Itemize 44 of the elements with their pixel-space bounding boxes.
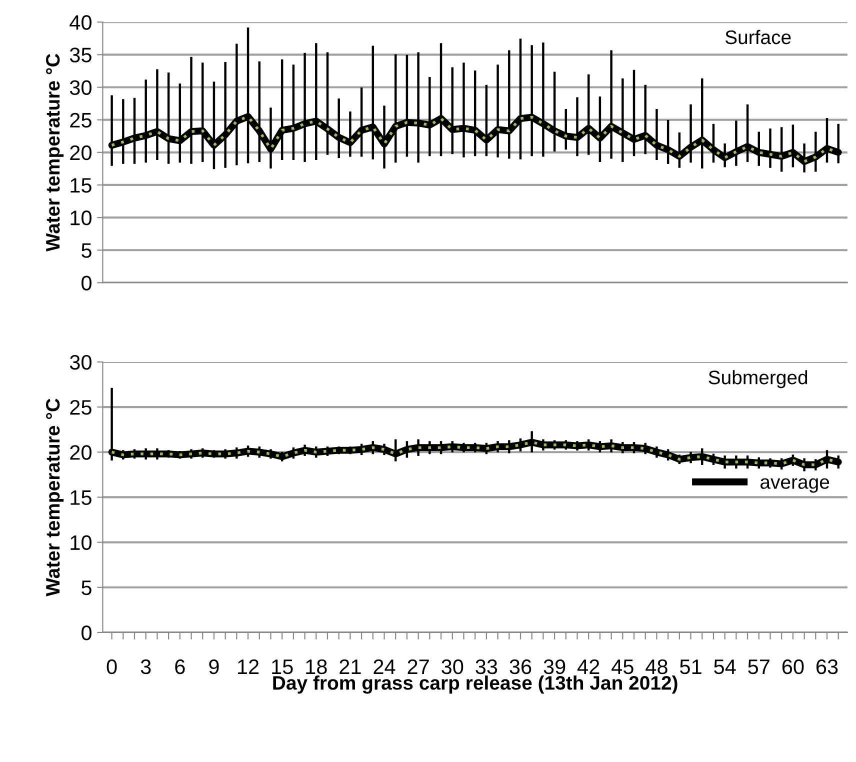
x-tick-label: 45 (612, 660, 634, 674)
x-axis-title: Day from grass carp release (13th Jan 2012) (273, 675, 678, 694)
y-tick-label: 15 (70, 490, 92, 505)
y-tick-label: 10 (70, 210, 92, 226)
y-tick-label: 35 (70, 48, 92, 62)
legend-label: average (760, 478, 830, 493)
y-tick-label: 20 (70, 445, 92, 460)
y-tick-label: 5 (82, 580, 92, 596)
chart-title: Submerged (708, 370, 808, 388)
y-tick-label: 25 (70, 400, 92, 415)
y-tick-label: 15 (70, 178, 92, 193)
x-tick-label: 18 (306, 659, 327, 674)
x-tick-label: 48 (646, 659, 668, 674)
y-tick-label: 0 (82, 276, 92, 290)
x-tick-label: 15 (272, 660, 293, 674)
x-tick-label: 63 (816, 659, 838, 674)
x-tick-label: 9 (209, 659, 219, 674)
x-tick-label: 3 (140, 659, 151, 674)
y-tick-label: 0 (82, 625, 92, 640)
y-tick-label: 20 (70, 145, 92, 160)
y-tick-label: 40 (70, 15, 92, 30)
x-tick-label: 51 (680, 660, 702, 674)
y-tick-label: 5 (82, 243, 92, 258)
chart-title: Surface (725, 30, 791, 44)
x-tick-label: 36 (510, 659, 532, 674)
x-tick-label: 30 (442, 659, 464, 674)
x-tick-label: 57 (748, 660, 770, 674)
y-tick-label: 25 (70, 112, 92, 128)
x-tick-label: 27 (408, 659, 429, 674)
x-tick-label: 24 (374, 659, 396, 674)
x-tick-label: 21 (340, 659, 361, 674)
y-axis-title: Water temperature °C (46, 398, 64, 596)
y-tick-label: 30 (70, 80, 92, 96)
x-tick-label: 60 (782, 659, 804, 674)
y-tick-label: 30 (70, 354, 92, 370)
x-tick-label: 6 (175, 659, 185, 674)
x-tick-label: 12 (238, 659, 259, 674)
y-tick-label: 10 (70, 535, 92, 550)
x-tick-label: 54 (714, 660, 736, 674)
x-tick-label: 39 (544, 659, 566, 674)
y-axis-title: Water temperature °C (46, 54, 64, 252)
x-tick-label: 42 (578, 659, 600, 674)
x-tick-label: 0 (106, 659, 117, 674)
x-tick-label: 33 (476, 659, 498, 674)
